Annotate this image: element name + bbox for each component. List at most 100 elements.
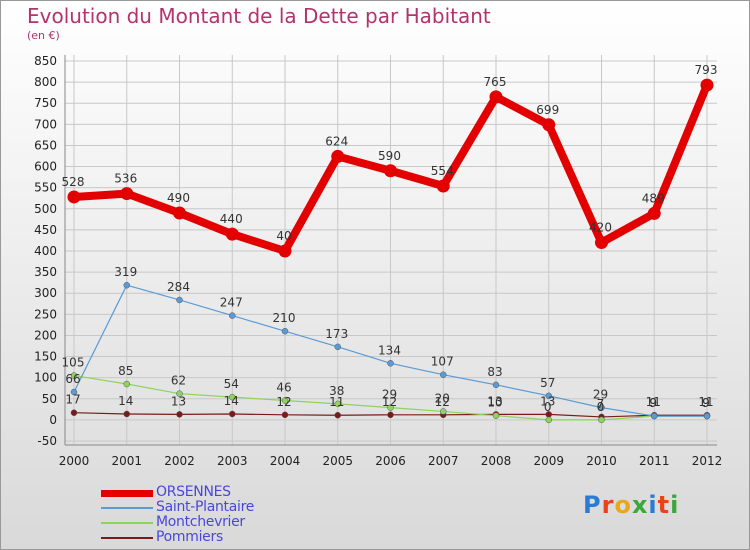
data-point-pommiers	[387, 411, 394, 419]
data-label-saint-plantaire: 29	[593, 388, 608, 402]
data-label-pommiers: 7	[597, 397, 605, 411]
legend-swatch-pommiers	[101, 537, 153, 539]
data-label-orsennes: 528	[62, 175, 85, 189]
data-point-orsennes	[384, 164, 397, 178]
data-label-saint-plantaire: 247	[220, 296, 243, 310]
data-label-pommiers: 11	[329, 395, 344, 409]
legend-label-orsennes: ORSENNES	[156, 484, 231, 500]
x-tick-label: 2009	[533, 454, 564, 468]
x-tick-label: 2012	[692, 454, 723, 468]
data-point-montchevrier	[387, 404, 394, 411]
data-label-orsennes: 440	[220, 212, 243, 226]
data-label-orsennes: 420	[589, 221, 612, 235]
data-point-pommiers	[70, 409, 78, 416]
legend-swatch-orsennes	[101, 489, 153, 497]
x-tick-label: 2004	[270, 454, 301, 468]
data-point-montchevrier	[176, 390, 183, 397]
data-label-montchevrier: 46	[276, 380, 291, 394]
data-point-saint-plantaire	[545, 392, 552, 400]
y-tick-label: 700	[34, 117, 57, 131]
data-label-montchevrier: 29	[382, 388, 397, 402]
data-label-saint-plantaire: 66	[65, 372, 80, 386]
y-tick-label: 200	[34, 328, 57, 342]
x-tick-label: 2003	[217, 454, 248, 468]
data-point-pommiers	[281, 411, 289, 419]
legend-label-montchevrier: Montchevrier	[156, 514, 245, 530]
data-point-saint-plantaire	[440, 371, 447, 378]
brand-letter: i	[670, 491, 680, 519]
data-label-orsennes: 624	[325, 134, 348, 148]
data-point-orsennes	[542, 118, 556, 132]
y-tick-label: 0	[49, 413, 57, 427]
data-point-orsennes	[331, 149, 345, 163]
legend-swatch-saint-plantaire	[101, 507, 153, 509]
data-point-orsennes	[173, 206, 186, 220]
data-point-orsennes	[647, 206, 661, 220]
data-label-orsennes: 765	[484, 75, 507, 89]
data-point-saint-plantaire	[598, 404, 605, 411]
y-tick-label: 750	[34, 96, 57, 110]
data-point-orsennes	[595, 236, 608, 250]
brand-letter: i	[648, 491, 658, 519]
data-point-montchevrier	[123, 380, 130, 388]
data-point-montchevrier	[598, 416, 605, 424]
y-tick-label: 150	[34, 350, 57, 364]
data-point-saint-plantaire	[176, 296, 183, 304]
data-point-montchevrier	[440, 408, 447, 415]
data-point-montchevrier	[281, 397, 289, 404]
data-label-saint-plantaire: 9	[702, 396, 710, 410]
data-label-pommiers: 13	[540, 394, 555, 408]
data-label-pommiers: 12	[382, 395, 397, 409]
x-tick-label: 2007	[428, 454, 459, 468]
y-tick-label: 350	[34, 265, 57, 279]
data-point-montchevrier	[492, 412, 500, 419]
data-label-montchevrier: 62	[171, 374, 186, 388]
data-label-montchevrier: 0	[544, 400, 552, 414]
y-tick-label: -50	[37, 434, 57, 448]
data-label-pommiers: 13	[171, 394, 186, 408]
y-tick-label: 450	[34, 223, 57, 237]
data-point-pommiers	[229, 410, 236, 418]
data-point-saint-plantaire	[651, 412, 658, 420]
data-label-montchevrier: 10	[487, 396, 502, 410]
data-label-montchevrier: 38	[329, 384, 344, 398]
data-label-orsennes: 699	[536, 103, 559, 117]
data-point-orsennes	[700, 78, 714, 92]
data-label-saint-plantaire: 210	[273, 311, 296, 325]
x-tick-label: 2010	[586, 454, 617, 468]
data-label-saint-plantaire: 9	[649, 396, 657, 410]
data-label-orsennes: 554	[431, 164, 454, 178]
data-label-orsennes: 40	[276, 229, 291, 243]
data-point-pommiers	[123, 410, 130, 418]
data-label-orsennes: 489	[642, 191, 665, 205]
data-point-orsennes	[278, 244, 292, 258]
data-point-orsennes	[225, 227, 239, 241]
data-label-saint-plantaire: 107	[431, 355, 454, 369]
y-tick-label: 850	[34, 54, 57, 68]
data-point-orsennes	[436, 179, 450, 193]
x-tick-label: 2002	[164, 454, 195, 468]
data-label-pommiers: 14	[224, 394, 239, 408]
x-tick-label: 2005	[322, 454, 353, 468]
data-point-saint-plantaire	[281, 327, 289, 335]
y-tick-label: 600	[34, 160, 57, 174]
data-label-pommiers: 11	[698, 395, 713, 409]
y-tick-label: 500	[34, 202, 57, 216]
data-point-saint-plantaire	[492, 381, 500, 389]
data-label-montchevrier: 85	[118, 364, 133, 378]
data-label-pommiers: 14	[118, 394, 133, 408]
y-tick-label: 50	[42, 392, 57, 406]
data-label-orsennes: 793	[695, 63, 718, 77]
data-point-pommiers	[176, 411, 183, 418]
brand-letter: P	[583, 491, 602, 519]
data-label-orsennes: 490	[167, 191, 190, 205]
data-label-pommiers: 12	[276, 395, 291, 409]
brand-letter: r	[601, 491, 615, 519]
brand-letter: o	[614, 491, 632, 519]
legend-label-saint-plantaire: Saint-Plantaire	[156, 499, 255, 515]
data-label-pommiers: 13	[487, 394, 502, 408]
data-label-pommiers: 17	[65, 393, 80, 407]
data-label-saint-plantaire: 83	[487, 365, 502, 379]
data-point-montchevrier	[70, 372, 78, 379]
data-label-montchevrier: 105	[62, 356, 85, 370]
